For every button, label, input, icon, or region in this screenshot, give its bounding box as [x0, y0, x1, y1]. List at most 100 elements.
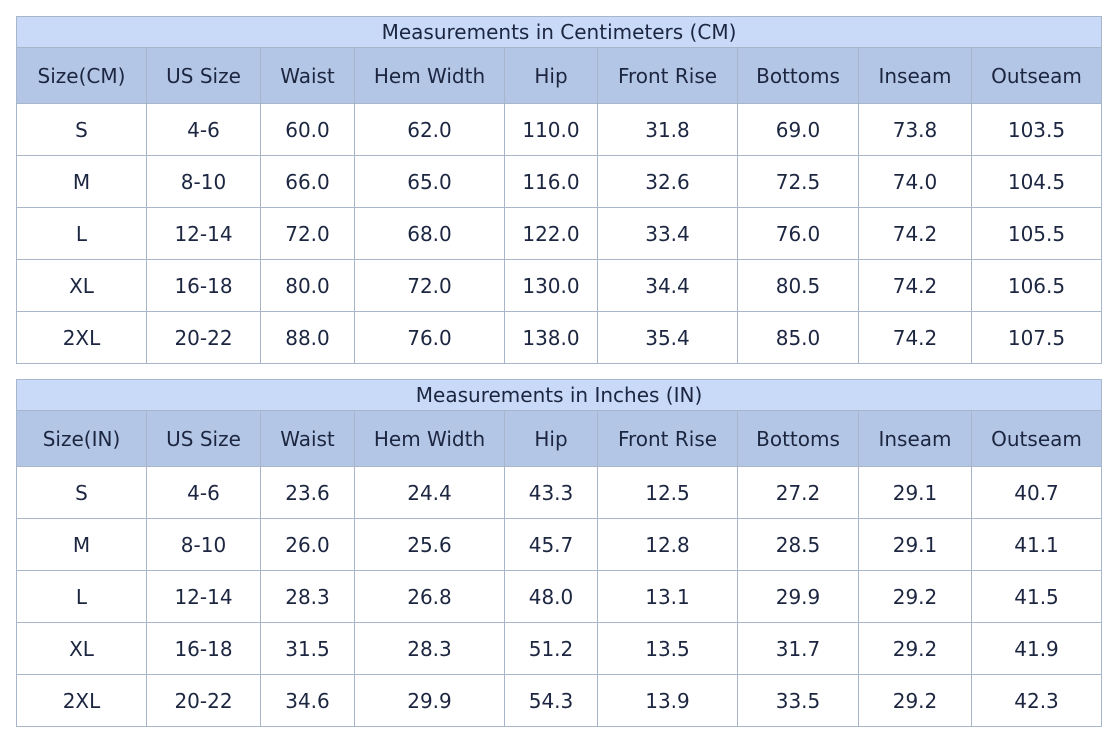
cell: 32.6: [597, 155, 738, 208]
cell: 8-10: [146, 155, 261, 208]
cell: XL: [16, 259, 147, 312]
column-header: Hem Width: [354, 410, 505, 467]
cell: 4-6: [146, 466, 261, 519]
cell: 33.5: [737, 674, 859, 727]
cell: 45.7: [504, 518, 598, 571]
cell: L: [16, 570, 147, 623]
cell: 12.5: [597, 466, 738, 519]
cell: 35.4: [597, 311, 738, 364]
data-row: S 4-6 23.6 24.4 43.3 12.5 27.2 29.1 40.7: [16, 466, 1103, 519]
cell: 8-10: [146, 518, 261, 571]
cell: 12.8: [597, 518, 738, 571]
cell: 40.7: [970, 466, 1103, 519]
cell: 41.5: [970, 570, 1103, 623]
cell: 72.0: [354, 259, 505, 312]
data-row: M 8-10 26.0 25.6 45.7 12.8 28.5 29.1 41.1: [16, 518, 1103, 571]
cell: 28.5: [737, 518, 859, 571]
column-header: Front Rise: [597, 410, 738, 467]
data-row: S 4-6 60.0 62.0 110.0 31.8 69.0 73.8 103.5: [16, 103, 1102, 156]
cell: XL: [16, 622, 147, 675]
column-header: Outseam: [970, 410, 1103, 467]
cell: 29.9: [354, 674, 505, 727]
cell: 107.5: [971, 311, 1102, 364]
data-row: XL 16-18 31.5 28.3 51.2 13.5 31.7 29.2 41.9: [16, 622, 1103, 675]
cell: 68.0: [354, 207, 505, 260]
column-header: Hip: [504, 410, 598, 467]
cell: 28.3: [354, 622, 505, 675]
column-header: Inseam: [858, 410, 972, 467]
data-row: 2XL 20-22 34.6 29.9 54.3 13.9 33.5 29.2 42.3: [16, 674, 1103, 727]
cell: 2XL: [16, 674, 147, 727]
cell: 122.0: [504, 207, 598, 260]
cell: M: [16, 518, 147, 571]
cell: 74.2: [858, 207, 972, 260]
cell: 31.5: [260, 622, 355, 675]
cell: 31.8: [597, 103, 738, 156]
cell: 31.7: [737, 622, 859, 675]
column-header: Hip: [504, 47, 598, 104]
column-header: US Size: [146, 410, 261, 467]
cell: 62.0: [354, 103, 505, 156]
cell: 110.0: [504, 103, 598, 156]
cell: 66.0: [260, 155, 355, 208]
table-title: Measurements in Centimeters (CM): [16, 16, 1102, 48]
cell: 130.0: [504, 259, 598, 312]
cell: S: [16, 466, 147, 519]
column-header: US Size: [146, 47, 261, 104]
data-row: M 8-10 66.0 65.0 116.0 32.6 72.5 74.0 104.5: [16, 155, 1102, 208]
cell: 80.0: [260, 259, 355, 312]
cell: 88.0: [260, 311, 355, 364]
cell: 41.9: [970, 622, 1103, 675]
column-header: Outseam: [971, 47, 1102, 104]
data-row: XL 16-18 80.0 72.0 130.0 34.4 80.5 74.2 106.5: [16, 259, 1102, 312]
cell: 74.2: [858, 311, 972, 364]
cell: 51.2: [504, 622, 598, 675]
header-row: Size(IN) US Size Waist Hem Width Hip Front Ri…: [16, 410, 1103, 467]
cell: 72.5: [737, 155, 859, 208]
data-row: L 12-14 28.3 26.8 48.0 13.1 29.9 29.2 41.5: [16, 570, 1103, 623]
cell: 54.3: [504, 674, 598, 727]
column-header: Waist: [260, 47, 355, 104]
cell: 104.5: [971, 155, 1102, 208]
cell: 29.2: [858, 622, 972, 675]
cell: 60.0: [260, 103, 355, 156]
column-header: Size(CM): [16, 47, 147, 104]
cell: 24.4: [354, 466, 505, 519]
cell: 74.2: [858, 259, 972, 312]
table-title: Measurements in Inches (IN): [15, 379, 1103, 411]
cell: 103.5: [971, 103, 1102, 156]
cell: 34.6: [260, 674, 355, 727]
column-header: Inseam: [858, 47, 972, 104]
size-table: Measurements in Inches (IN) Size(IN) US Si…: [15, 379, 1103, 727]
cell: 16-18: [146, 622, 261, 675]
cell: 69.0: [737, 103, 859, 156]
cell: 25.6: [354, 518, 505, 571]
column-header: Hem Width: [354, 47, 505, 104]
cell: 29.2: [858, 674, 972, 727]
cell: 26.0: [260, 518, 355, 571]
cell: 29.1: [858, 518, 972, 571]
cell: 13.5: [597, 622, 738, 675]
column-header: Waist: [260, 410, 355, 467]
size-table: Measurements in Centimeters (CM) Size(CM)…: [16, 16, 1102, 364]
cell: 106.5: [971, 259, 1102, 312]
cell: 12-14: [146, 207, 261, 260]
cell: 76.0: [354, 311, 505, 364]
cell: 29.2: [858, 570, 972, 623]
cell: S: [16, 103, 147, 156]
cell: 4-6: [146, 103, 261, 156]
cell: 43.3: [504, 466, 598, 519]
column-header: Bottoms: [737, 410, 859, 467]
cell: 16-18: [146, 259, 261, 312]
column-header: Bottoms: [737, 47, 859, 104]
cell: 41.1: [970, 518, 1103, 571]
cell: 72.0: [260, 207, 355, 260]
cell: 20-22: [146, 311, 261, 364]
title-row: Measurements in Centimeters (CM): [16, 16, 1102, 48]
cell: 76.0: [737, 207, 859, 260]
cell: L: [16, 207, 147, 260]
cell: 13.9: [597, 674, 738, 727]
cell: 42.3: [970, 674, 1103, 727]
cell: 29.1: [858, 466, 972, 519]
